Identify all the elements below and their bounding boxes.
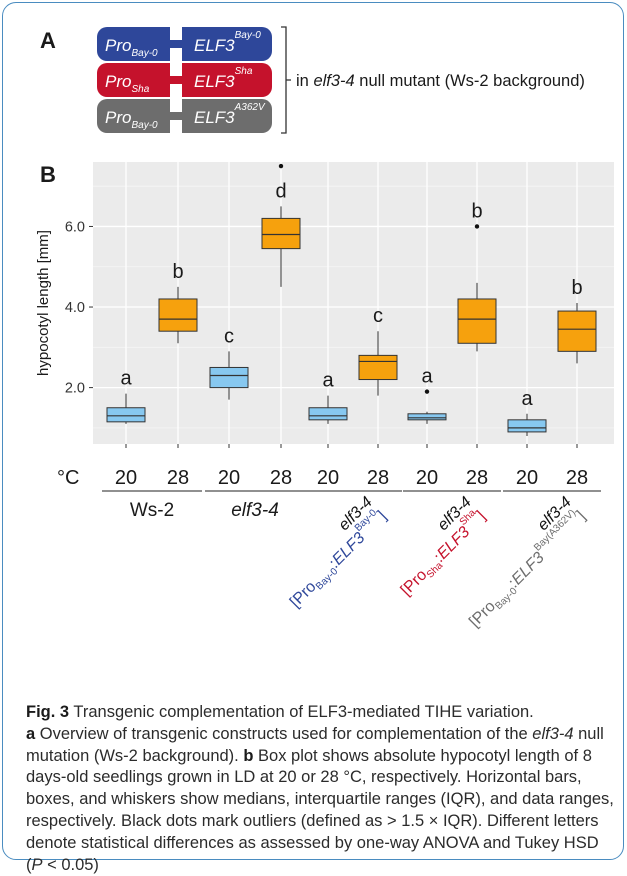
box-7 (407, 389, 447, 424)
iqr-box (158, 298, 198, 332)
box-2 (158, 286, 198, 344)
box-3 (209, 351, 249, 400)
construct-promoter: ProBay-0 (105, 36, 158, 59)
panel-b-label: B (40, 162, 56, 187)
box-9 (507, 413, 547, 436)
y-tick-label: 2.0 (65, 381, 85, 397)
significance-letter: a (120, 368, 132, 390)
x-tick-label: 20 (516, 467, 538, 489)
background-note: in elf3-4 null mutant (Ws-2 background) (296, 72, 585, 90)
box-1 (106, 393, 146, 424)
y-axis-label: hypocotyl length [mm] (35, 230, 52, 376)
outlier-dot (424, 389, 430, 394)
box-8 (457, 224, 497, 352)
box-plot-marks (106, 163, 597, 436)
box-10 (557, 303, 597, 364)
iqr-box (358, 354, 398, 381)
construct-gene: ELF3Sha (194, 66, 253, 91)
x-tick-label: 20 (218, 467, 240, 489)
x-tick-label: 28 (167, 467, 189, 489)
significance-letter: a (421, 366, 433, 388)
significance-letters: a b c d a c a b a b (120, 180, 582, 409)
significance-letter: c (373, 305, 383, 327)
iqr-box (308, 407, 348, 421)
group-label: Ws-2 (130, 500, 174, 521)
caption-a-italic: elf3-4 (532, 724, 574, 743)
caption-a-text: Overview of transgenic constructs used f… (35, 724, 533, 743)
caption-b-label: b (243, 746, 254, 765)
construct-promoter: ProBay-0 (105, 108, 158, 131)
significance-letter: c (224, 325, 234, 347)
construct-gene: ELF3A362V (194, 102, 266, 127)
x-tick-label: 28 (367, 467, 389, 489)
caption-title: Transgenic complementation of ELF3-media… (69, 703, 534, 721)
caption-b-text: Box plot shows absolute hypocotyl length… (26, 746, 614, 874)
y-tick-label: 6.0 (65, 219, 85, 235)
iqr-box (261, 217, 301, 250)
iqr-box (507, 419, 547, 433)
panel-a-label: A (40, 28, 56, 53)
x-tick-label: 20 (115, 467, 137, 489)
caption-a-text-2: null mutation (Ws-2 background). (26, 724, 604, 765)
box-4 (261, 163, 301, 287)
construct-linker (166, 112, 186, 120)
construct-linker (166, 40, 186, 48)
figure-caption: Fig. 3 Transgenic complementation of ELF… (26, 702, 616, 876)
y-tick-label: 4.0 (65, 300, 85, 316)
outlier-dot (278, 163, 284, 169)
construct-linker (166, 76, 186, 84)
x-tick-label: 28 (270, 467, 292, 489)
group-label-line2: [ProBay-0:ELF3Bay(A362V)] (463, 504, 591, 632)
genotype-labels: Ws-2 elf3-4 elf3-4[ProBay-0:ELF3Bay-0] elf3… (102, 490, 601, 632)
significance-letter: b (471, 200, 482, 222)
construct-diagram: ProBay-0 ELF3Bay-0 ProSha ELF3Sha ProBay-0 EL… (97, 27, 272, 133)
figure-frame (2, 2, 624, 860)
iqr-box (557, 310, 597, 352)
box-5 (308, 395, 348, 424)
x-tick-label: 28 (566, 467, 588, 489)
construct-gene: ELF3Bay-0 (194, 30, 261, 55)
construct-promoter: ProSha (105, 72, 150, 95)
caption-a-label: a (26, 724, 36, 743)
iqr-box (457, 298, 497, 344)
outlier-dot (474, 224, 480, 229)
box-6 (358, 331, 398, 396)
group-label-rotated: elf3-4[ProBay-0:ELF3Bay-0] (287, 494, 390, 611)
x-tick-label: 28 (466, 467, 488, 489)
group-label-rotated: elf3-4[ProSha:ELF3Sha] (398, 494, 489, 600)
x-tick-label: 20 (416, 467, 438, 489)
iqr-box (209, 366, 249, 389)
significance-letter: b (172, 261, 183, 283)
y-axis: 2.0 4.0 6.0 (65, 219, 93, 397)
temperature-tick-labels: 20 28 20 28 20 28 20 28 20 28 (115, 444, 588, 489)
significance-letter: a (521, 388, 533, 410)
significance-letter: b (571, 277, 582, 299)
x-tick-label: 20 (317, 467, 339, 489)
iqr-box (106, 407, 146, 423)
temperature-unit: °C (57, 467, 79, 489)
significance-letter: d (275, 180, 286, 202)
construct-bracket (281, 26, 287, 134)
group-label: elf3-4 (231, 500, 279, 521)
caption-fig-label: Fig. 3 (26, 703, 70, 721)
significance-letter: a (322, 370, 334, 392)
iqr-box (407, 413, 447, 421)
